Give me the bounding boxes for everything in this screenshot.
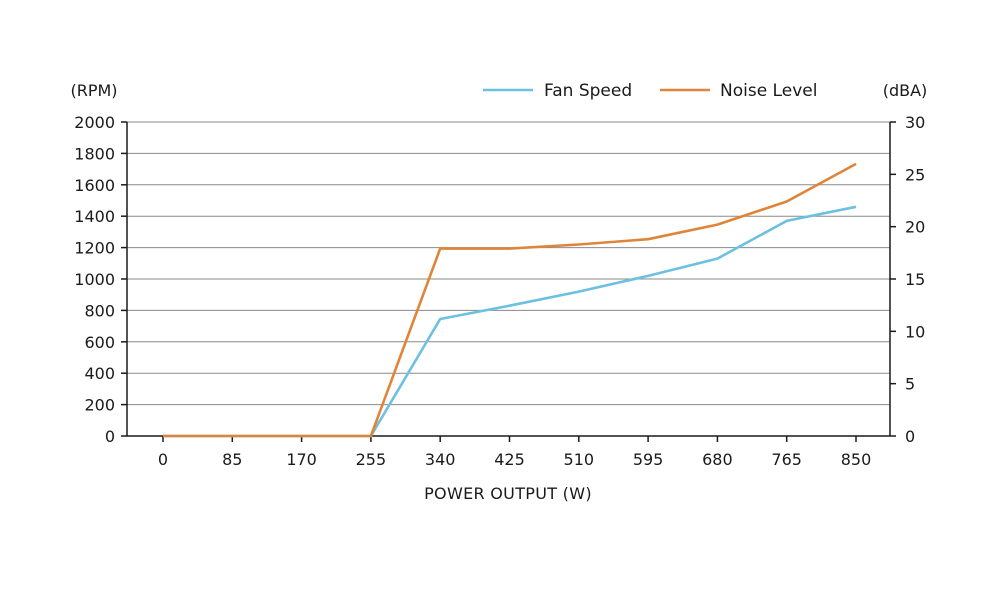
left-tick-label: 0 xyxy=(105,427,115,446)
grid xyxy=(127,121,890,406)
legend-label-noise-level: Noise Level xyxy=(720,81,817,101)
left-tick-label: 1800 xyxy=(74,144,115,163)
x-tick-label: 255 xyxy=(356,450,387,469)
right-tick-label: 5 xyxy=(905,375,915,394)
x-tick-label: 0 xyxy=(158,450,168,469)
series-line-noise-level xyxy=(163,162,857,438)
legend-label-fan-speed: Fan Speed xyxy=(544,81,632,101)
x-tick-label: 850 xyxy=(841,450,872,469)
left-tick-label: 400 xyxy=(84,364,115,383)
right-axis-unit: (dBA) xyxy=(883,81,928,100)
right-tick-label: 25 xyxy=(905,165,925,184)
left-tick-label: 800 xyxy=(84,301,115,320)
left-tick-label: 1000 xyxy=(74,270,115,289)
legend: Fan Speed Noise Level xyxy=(483,81,817,101)
x-tick-label: 85 xyxy=(222,450,242,469)
left-tick-label: 1400 xyxy=(74,207,115,226)
right-tick-label: 10 xyxy=(905,322,925,341)
left-tick-label: 2000 xyxy=(74,113,115,132)
x-tick-label: 595 xyxy=(633,450,664,469)
x-axis-label: POWER OUTPUT (W) xyxy=(424,484,592,503)
right-tick-label: 15 xyxy=(905,270,925,289)
axes: 0200400600800100012001400160018002000051… xyxy=(74,113,925,469)
x-tick-label: 170 xyxy=(286,450,317,469)
left-tick-label: 1200 xyxy=(74,239,115,258)
series-layer xyxy=(163,162,857,438)
x-tick-label: 510 xyxy=(564,450,595,469)
right-tick-label: 0 xyxy=(905,427,915,446)
x-tick-label: 680 xyxy=(702,450,733,469)
x-tick-label: 340 xyxy=(425,450,456,469)
left-axis-unit: (RPM) xyxy=(70,81,117,100)
right-tick-label: 20 xyxy=(905,218,925,237)
x-tick-label: 765 xyxy=(771,450,802,469)
right-tick-label: 30 xyxy=(905,113,925,132)
x-tick-label: 425 xyxy=(494,450,525,469)
series-line-fan-speed xyxy=(163,205,857,438)
left-tick-label: 200 xyxy=(84,396,115,415)
left-tick-label: 600 xyxy=(84,333,115,352)
left-tick-label: 1600 xyxy=(74,176,115,195)
